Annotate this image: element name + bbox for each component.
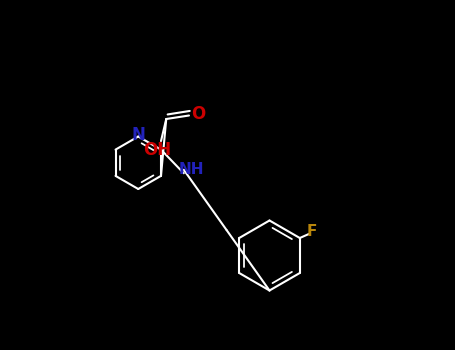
Text: N: N <box>131 126 145 144</box>
Text: O: O <box>191 105 205 123</box>
Text: OH: OH <box>143 141 172 160</box>
Text: F: F <box>307 224 317 239</box>
Text: NH: NH <box>179 162 205 177</box>
